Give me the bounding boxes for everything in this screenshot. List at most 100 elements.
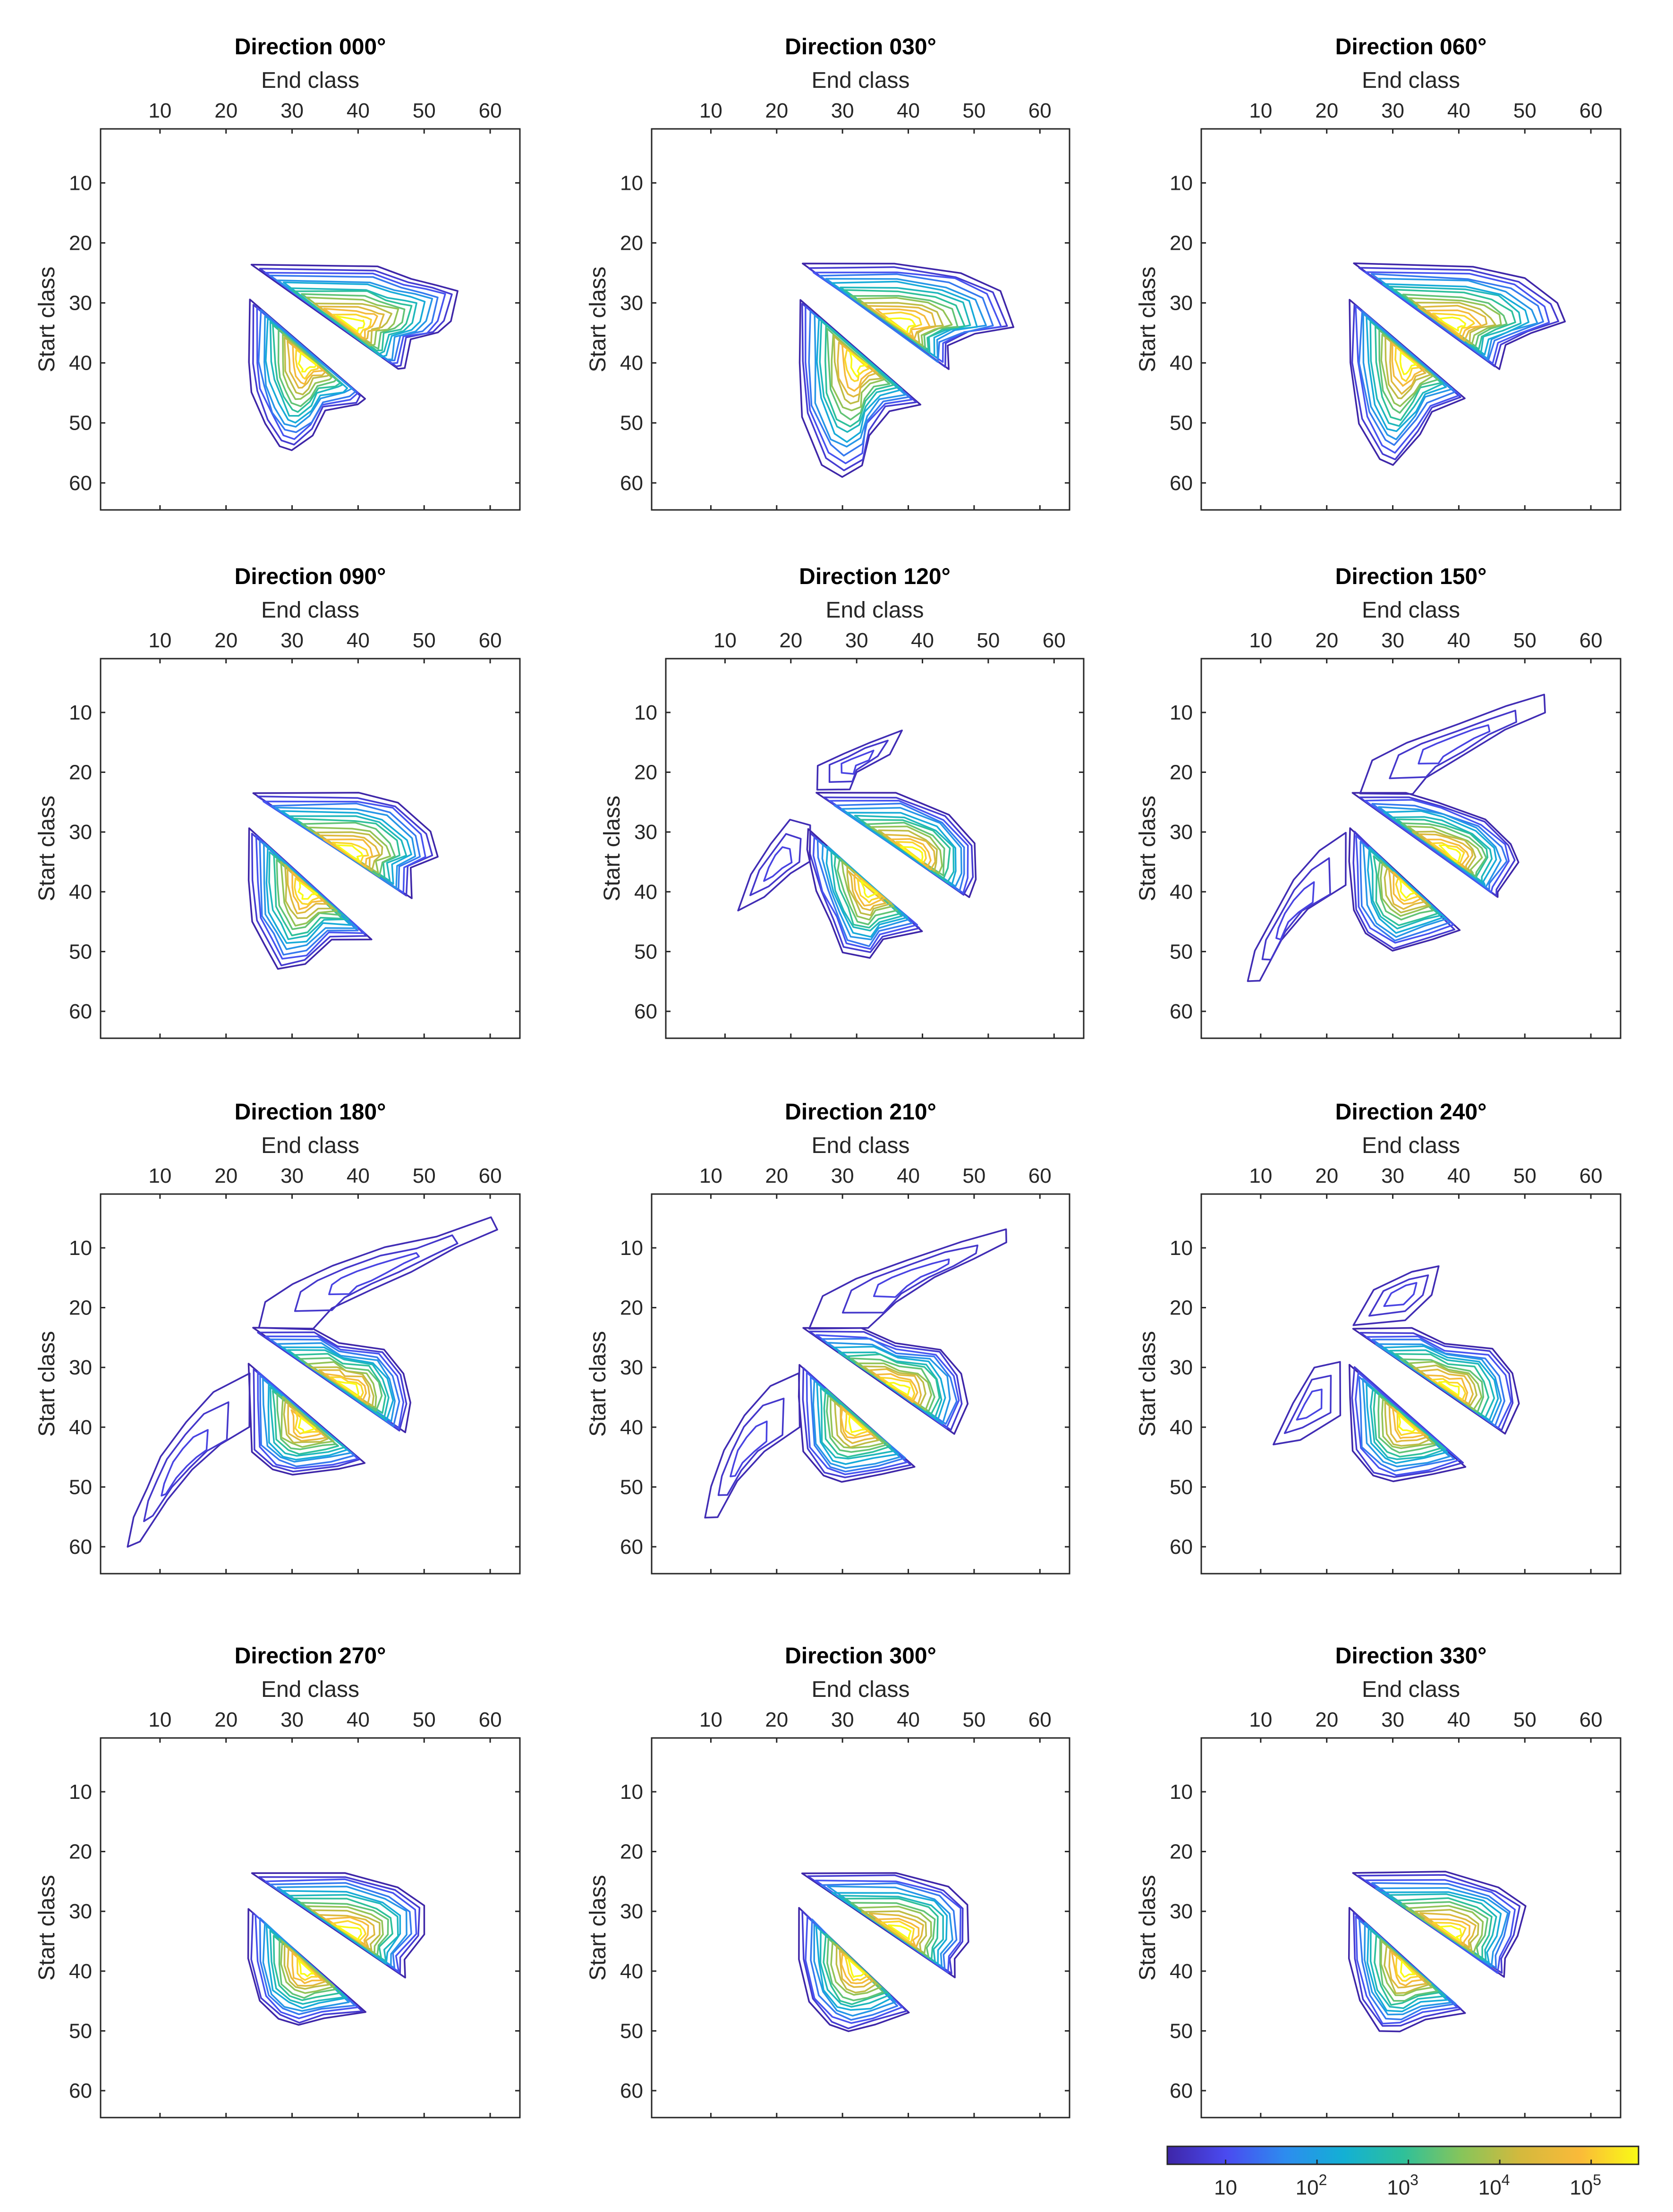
contour-line-core <box>1373 855 1439 926</box>
y-tick-label: 50 <box>620 2019 643 2042</box>
contour-line-core <box>1389 286 1522 354</box>
contour-line-core <box>283 336 331 396</box>
contour-line-core <box>1393 871 1422 905</box>
contour-line-core <box>833 855 901 929</box>
contour-line-core <box>1391 1951 1424 1987</box>
panel-title: Direction 030° <box>785 34 936 59</box>
x-tick-label: 50 <box>1513 1164 1537 1187</box>
contour-line-core <box>278 1938 337 1999</box>
x-tick-label: 20 <box>214 629 238 652</box>
contour-line-core <box>838 1895 944 1963</box>
y-tick-label: 60 <box>620 1535 643 1559</box>
y-axis-label: Start class <box>1135 1875 1160 1981</box>
contour-line-core <box>805 305 913 465</box>
contour-line-core <box>324 1373 367 1402</box>
contour-line-core <box>273 854 343 937</box>
x-tick-label: 50 <box>413 99 436 122</box>
contour-line-core <box>1367 846 1445 934</box>
panel-330: Direction 330° End class Start class 10 20 30… <box>1135 1644 1622 2119</box>
contour-line-core <box>293 1353 387 1414</box>
y-tick-label: 20 <box>620 1840 643 1864</box>
x-tick-label: 60 <box>479 629 502 652</box>
contour-line-core <box>269 321 343 417</box>
contour-line-tail <box>1296 1389 1323 1421</box>
y-tick-label: 60 <box>620 2079 643 2102</box>
contour-line-core <box>841 861 894 921</box>
y-tick-label: 40 <box>69 881 92 904</box>
contour-line-core <box>269 1929 346 2005</box>
contour-line-core <box>294 877 321 905</box>
x-tick-label: 10 <box>148 629 171 652</box>
axes-box <box>100 128 521 511</box>
plot-area <box>127 1216 498 1548</box>
contour-line-core <box>1355 1372 1461 1476</box>
contour-line-core <box>1414 1909 1479 1952</box>
contour-line-core <box>331 1920 367 1943</box>
y-tick-label: 40 <box>69 352 92 375</box>
x-tick-label: 30 <box>1381 1708 1404 1731</box>
contour-line-core <box>844 1954 869 1982</box>
contour-line-core <box>277 328 338 407</box>
x-tick-label: 20 <box>765 99 788 122</box>
contour-line-core <box>330 1376 364 1398</box>
panel-060: Direction 060° End class Start class 10 20 30… <box>1135 34 1622 511</box>
contour-line-core <box>1359 1332 1514 1431</box>
contour-line-tail <box>258 1216 498 1331</box>
contour-line-core <box>1384 1945 1432 1994</box>
contour-line-core <box>1394 346 1420 382</box>
contour-line-tail <box>841 1244 978 1314</box>
axes-box <box>651 1737 1070 2119</box>
contour-line-core <box>825 278 987 359</box>
contour-line-core <box>802 1327 969 1435</box>
contour-line-tail <box>1247 831 1347 982</box>
panel-title: Direction 000° <box>235 34 386 59</box>
contour-line-core <box>267 1383 348 1461</box>
y-tick-label: 50 <box>634 940 657 963</box>
contour-line-core <box>1367 1926 1448 2013</box>
panel-title: Direction 270° <box>235 1644 386 1669</box>
contour-line-core <box>280 1890 401 1965</box>
contour-line-core <box>816 1382 899 1465</box>
contour-line-core <box>809 1376 906 1473</box>
contour-line-core <box>816 839 913 947</box>
x-tick-label: 30 <box>831 1708 854 1731</box>
contour-line-core <box>1413 1364 1478 1406</box>
colorbar: 10 102 103 104 105 <box>1166 2145 1639 2199</box>
contour-line-core <box>825 1342 951 1425</box>
y-tick-label: 60 <box>1170 2079 1193 2102</box>
contour-line-core <box>1407 825 1483 874</box>
contour-line-core <box>1388 868 1427 910</box>
contour-line-core <box>1377 1394 1436 1454</box>
x-tick-label: 60 <box>479 1708 502 1731</box>
contour-line-core <box>1369 849 1442 930</box>
x-axis-label: End class <box>825 598 924 623</box>
contour-line-core <box>1401 1901 1489 1958</box>
contour-line-core <box>265 317 348 424</box>
y-tick-label: 40 <box>634 881 657 904</box>
contour-line-tail <box>808 1228 1007 1330</box>
x-tick-label: 40 <box>897 1708 920 1731</box>
y-tick-label: 30 <box>1170 821 1193 844</box>
contour-line-core <box>1359 796 1516 897</box>
contour-line-tail <box>730 1420 768 1477</box>
contour-line-core <box>289 815 408 882</box>
y-tick-label: 50 <box>69 412 92 435</box>
contour-line-core <box>297 1417 316 1433</box>
panel-title: Direction 210° <box>785 1100 936 1125</box>
x-tick-label: 40 <box>1447 1164 1470 1187</box>
contour-line-core <box>853 873 885 907</box>
contour-line-core <box>1351 304 1461 460</box>
contour-line-core <box>1384 1401 1430 1447</box>
colorbar-tick-label: 104 <box>1478 2171 1510 2199</box>
x-tick-label: 50 <box>1513 629 1537 652</box>
contour-line-core <box>850 1902 936 1958</box>
contour-line-core <box>313 302 393 345</box>
contour-line-core <box>1380 863 1431 917</box>
contour-line-core <box>1348 1907 1466 2033</box>
y-tick-label: 10 <box>1170 171 1193 195</box>
contour-line-core <box>819 1930 891 2008</box>
colorbar-tick-exponent: 3 <box>1410 2171 1418 2188</box>
contour-line-core <box>1431 1378 1467 1401</box>
contour-line-core <box>846 865 892 916</box>
y-tick-label: 30 <box>620 1900 643 1923</box>
